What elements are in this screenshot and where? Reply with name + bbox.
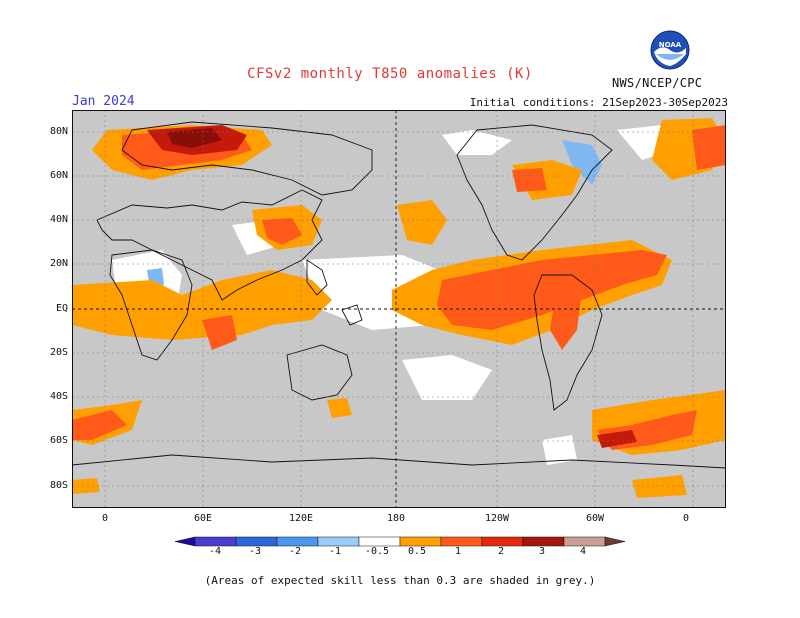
colorbar-segment [317,536,360,547]
anomaly-map [72,110,726,508]
colorbar-label: 2 [497,546,505,557]
colorbar-label: 1 [454,546,462,557]
colorbar-label: 3 [538,546,546,557]
lon-label-0: 0 [101,513,109,524]
agency-name: NWS/NCEP/CPC [612,76,703,90]
lat-label-80n: 80N [49,126,68,137]
colorbar-segment [235,536,278,547]
lat-label-40n: 40N [49,214,68,225]
lon-label-120w: 120W [484,513,510,524]
colorbar-segment [276,536,319,547]
lon-label-60w: 60W [585,513,605,524]
lat-label-60s: 60S [49,435,68,446]
colorbar-segment [481,536,524,547]
lat-label-eq: EQ [55,303,68,314]
colorbar-label: 4 [579,546,587,557]
positive-anomaly-areas-3 [167,128,222,148]
map-title: CFSv2 monthly T850 anomalies (K) [247,66,533,82]
lon-label-60e: 60E [193,513,213,524]
lon-label-180: 180 [386,513,406,524]
graticule [72,110,726,508]
lon-label-0-east: 0 [682,513,690,524]
lat-label-60n: 60N [49,170,68,181]
coastlines [72,121,726,469]
colorbar-arrow-max [604,536,626,547]
initial-conditions: Initial conditions: 21Sep2023-30Sep2023 [469,96,728,109]
colorbar-label: 0.5 [407,546,427,557]
colorbar-label: -3 [248,546,262,557]
lat-label-20s: 20S [49,347,68,358]
colorbar-segment [522,536,565,547]
colorbar-label: -0.5 [364,546,390,557]
colorbar-label: -4 [208,546,222,557]
map-canvas [72,110,726,508]
colorbar-segment [358,536,401,547]
lat-label-80s: 80S [49,480,68,491]
colorbar-segment [563,536,606,547]
skill-footnote: (Areas of expected skill less than 0.3 a… [204,574,596,587]
colorbar-label: -2 [288,546,302,557]
colorbar-segment [194,536,237,547]
logo-text: NOAA [659,41,682,49]
colorbar-label: -1 [328,546,342,557]
lat-label-20n: 20N [49,258,68,269]
colorbar-arrow-min [174,536,196,547]
lon-label-120e: 120E [288,513,314,524]
colorbar-segment [399,536,442,547]
forecast-period: Jan 2024 [72,94,135,109]
colorbar-segment [440,536,483,547]
map-frame [72,110,726,508]
lat-label-40s: 40S [49,391,68,402]
noaa-logo: NOAA [650,30,690,70]
